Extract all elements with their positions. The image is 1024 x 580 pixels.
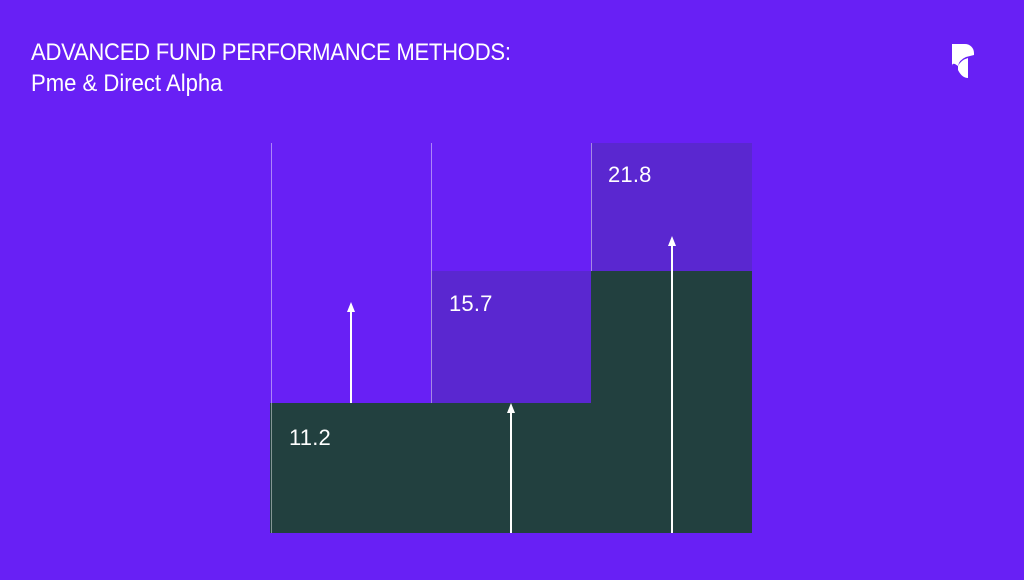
increment-block-step2 xyxy=(431,271,591,403)
column-divider-1 xyxy=(271,143,272,533)
value-label-step1: 11.2 xyxy=(289,425,331,450)
arrow-up-icon xyxy=(347,302,355,403)
title-block: ADVANCED FUND PERFORMANCE METHODS: Pme &… xyxy=(31,38,552,100)
page-title: ADVANCED FUND PERFORMANCE METHODS: xyxy=(31,39,511,66)
page-subtitle: Pme & Direct Alpha xyxy=(31,70,223,97)
arrow-up-icon xyxy=(668,236,676,533)
value-label-step2: 15.7 xyxy=(449,291,493,316)
column-divider-3 xyxy=(591,143,592,271)
arrow-up-icon xyxy=(507,403,515,533)
value-label-step3: 21.8 xyxy=(608,162,652,187)
column-divider-2 xyxy=(431,143,432,403)
step-chart: 11.2 15.7 21.8 xyxy=(270,143,752,533)
base-block-step1-2 xyxy=(270,403,591,533)
brand-logo-icon xyxy=(952,44,974,78)
